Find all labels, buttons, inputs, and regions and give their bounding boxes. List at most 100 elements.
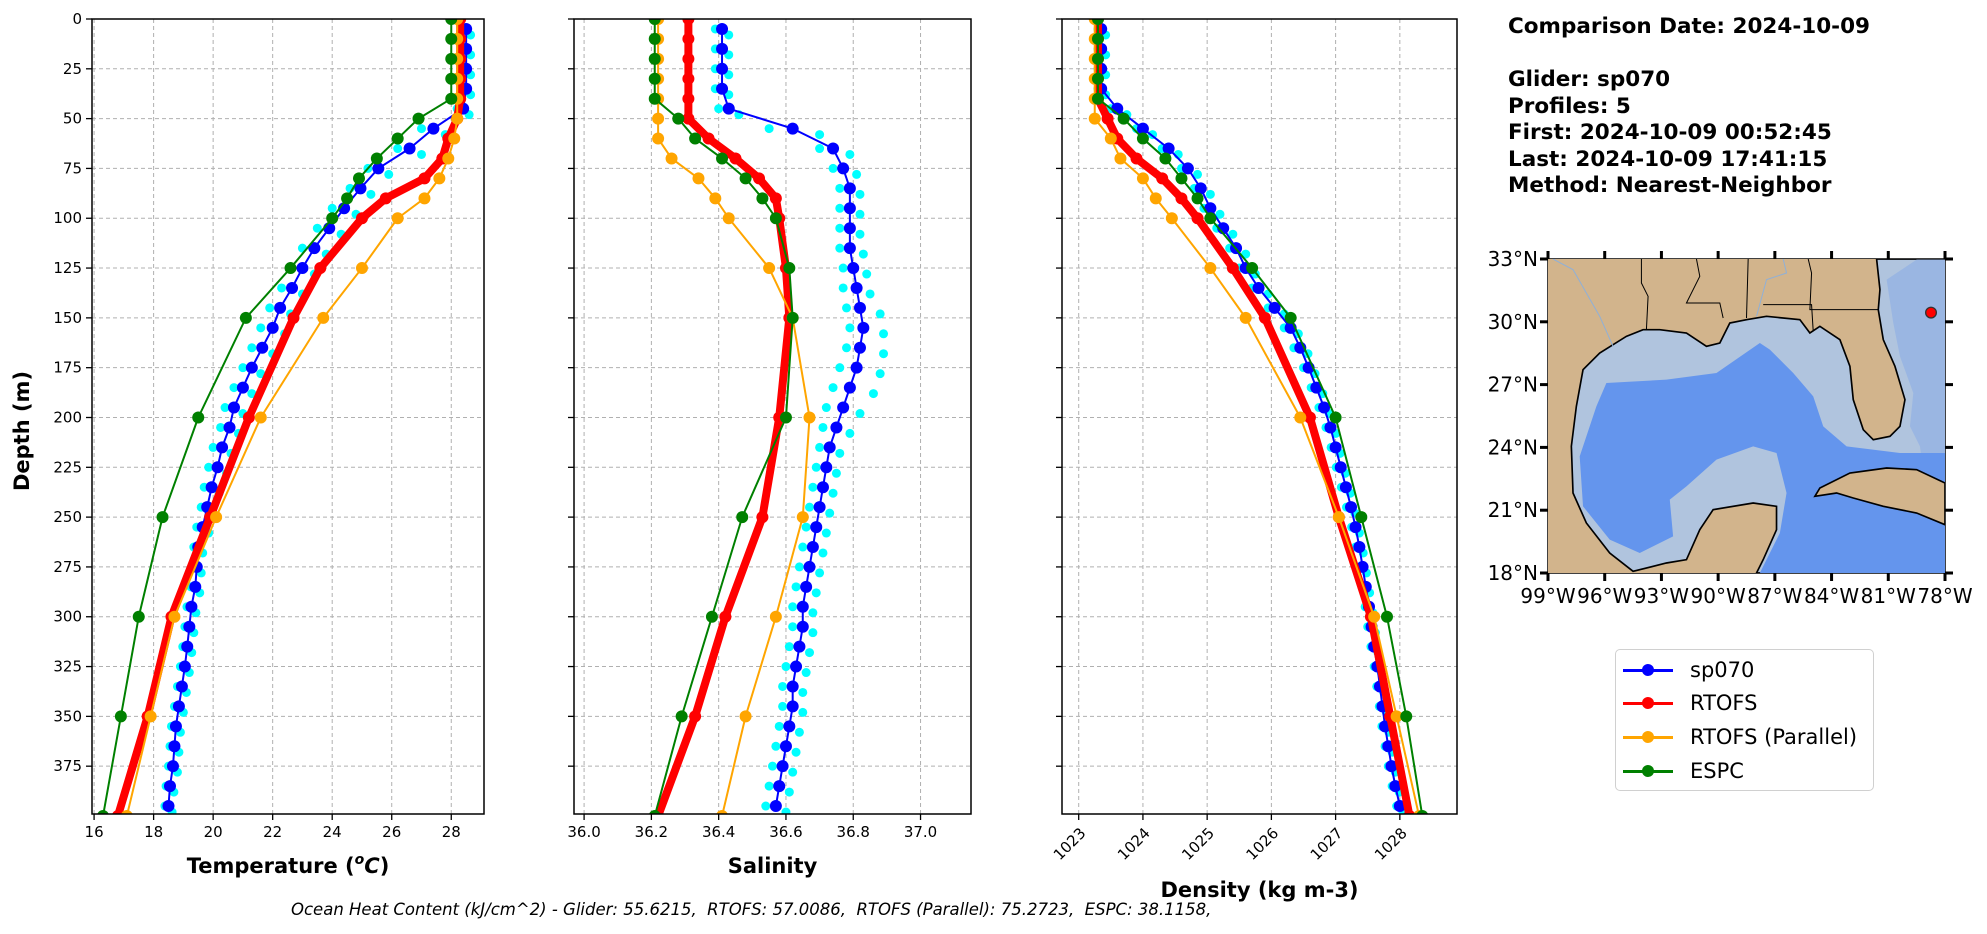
sp070-point	[850, 281, 863, 294]
x-tick-label: 36.0	[567, 823, 600, 841]
glider-profile-point	[818, 548, 828, 558]
espc-point	[675, 710, 688, 723]
espc-point	[1329, 411, 1342, 424]
rtofs_parallel-point	[665, 152, 678, 165]
espc-point	[648, 72, 661, 85]
glider-profile-point	[855, 229, 865, 239]
rtofs_parallel-point	[1332, 511, 1345, 524]
espc-point	[97, 809, 109, 814]
rtofs_parallel-point	[716, 809, 728, 814]
glider-profile-point	[858, 249, 868, 259]
glider-profile-point	[312, 223, 322, 233]
rtofs-point	[769, 192, 782, 205]
sp070-point	[1329, 441, 1342, 454]
rtofs_parallel-point	[1239, 311, 1252, 324]
glider-profile-point	[781, 662, 791, 672]
glider-profile-point	[265, 303, 275, 313]
rtofs_parallel-point	[418, 192, 431, 205]
glider-profile-point	[805, 502, 815, 512]
map-lon-label: 93°W	[1634, 584, 1689, 608]
glider-profile-point	[808, 482, 818, 492]
sp070-point	[1349, 521, 1362, 534]
y-tick-label: 250	[53, 508, 82, 526]
ocean-heat-content-summary: Ocean Heat Content (kJ/cm^2) - Glider: 5…	[291, 900, 1212, 919]
glider-profile-point	[828, 488, 838, 498]
x-axis-label-unit: C	[364, 854, 380, 878]
glider-profile-point	[825, 508, 835, 518]
sp070-point	[181, 640, 194, 653]
sp070-point	[790, 660, 803, 673]
map-axes: 33°N 30°N 27°N 24°N 21°N 18°N99°W 96°W 93°W 90°W…	[1488, 247, 1973, 608]
rtofs_parallel-point	[739, 710, 752, 723]
rtofs_parallel-point	[652, 132, 665, 145]
glider-profile-point	[784, 642, 794, 652]
rtofs_parallel-point	[803, 411, 816, 424]
glider-profile-point	[879, 349, 889, 359]
map-lon-label: 84°W	[1804, 584, 1859, 608]
sp070-point	[163, 780, 176, 793]
espc-point	[352, 172, 365, 185]
sp070-point	[769, 800, 782, 813]
y-tick-label: 100	[53, 209, 82, 227]
sp070-line	[167, 28, 468, 807]
sp070-point	[1194, 182, 1207, 195]
x-axis-label-text: Density (kg m-3)	[1160, 878, 1358, 902]
glider-profile-point	[845, 149, 855, 159]
x-tick-label: 1026	[1242, 824, 1282, 864]
sp070-point	[1393, 800, 1406, 813]
x-tick-label: 37.0	[904, 823, 937, 841]
rtofs-point	[1175, 192, 1188, 205]
espc-point	[756, 192, 769, 205]
sp070-point	[803, 560, 816, 573]
espc-point	[391, 132, 404, 145]
sp070-point	[1353, 541, 1366, 554]
panel-salinity: 36.0 36.2 36.4 36.6 36.8 37.0 Salinity	[567, 18, 972, 878]
rtofs-point	[355, 212, 368, 225]
sp070-point	[816, 481, 829, 494]
comparison-date: Comparison Date: 2024-10-09	[1508, 14, 1871, 39]
y-tick-label: 200	[53, 408, 82, 426]
legend: sp070 RTOFS RTOFS (Parallel) ESPC	[1615, 649, 1874, 791]
espc-point	[648, 92, 661, 105]
rtofs_parallel-point	[355, 262, 368, 275]
glider-profile-point	[277, 283, 287, 293]
glider-profile-point	[835, 223, 845, 233]
rtofs_parallel-point	[796, 511, 809, 524]
rtofs-point	[379, 192, 392, 205]
y-tick-label: 75	[63, 159, 82, 177]
map-lon-label: 87°W	[1747, 584, 1802, 608]
rtofs-point	[682, 92, 695, 105]
x-tick-label: 28	[442, 823, 461, 841]
legend-label: RTOFS (Parallel)	[1690, 725, 1858, 749]
legend-label: sp070	[1690, 658, 1755, 682]
sp070-point	[773, 780, 786, 793]
glider-profile-point	[384, 169, 394, 179]
x-tick-label: 26	[382, 823, 401, 841]
espc-point	[1416, 809, 1428, 814]
sp070-point	[796, 600, 809, 613]
sp070-point	[837, 162, 850, 175]
sp070-point	[372, 162, 385, 175]
glider-profile-point	[835, 363, 845, 373]
sp070-point	[857, 321, 870, 334]
y-tick-label: 325	[53, 658, 82, 676]
x-tick-label: 36.4	[702, 823, 735, 841]
glider-profile-point	[781, 807, 791, 814]
legend-line-icon	[1623, 730, 1673, 743]
sp070-point	[806, 541, 819, 554]
espc-point	[239, 311, 252, 324]
glider-profile-point	[229, 383, 239, 393]
sp070-point	[274, 301, 287, 314]
rtofs-point	[689, 710, 702, 723]
sp070-point	[853, 341, 866, 354]
espc-point	[689, 132, 702, 145]
panel-density: 1023 1024 1025 1026 1027 1028 Density (kg m-3)	[1050, 18, 1458, 902]
espc-point	[786, 311, 799, 324]
x-tick-label: 18	[144, 823, 163, 841]
y-tick-label: 350	[53, 707, 82, 725]
sp070-point	[211, 461, 224, 474]
rtofs-point	[1191, 212, 1204, 225]
espc-point	[445, 72, 458, 85]
espc-point	[1091, 52, 1104, 65]
espc-point	[1091, 92, 1104, 105]
